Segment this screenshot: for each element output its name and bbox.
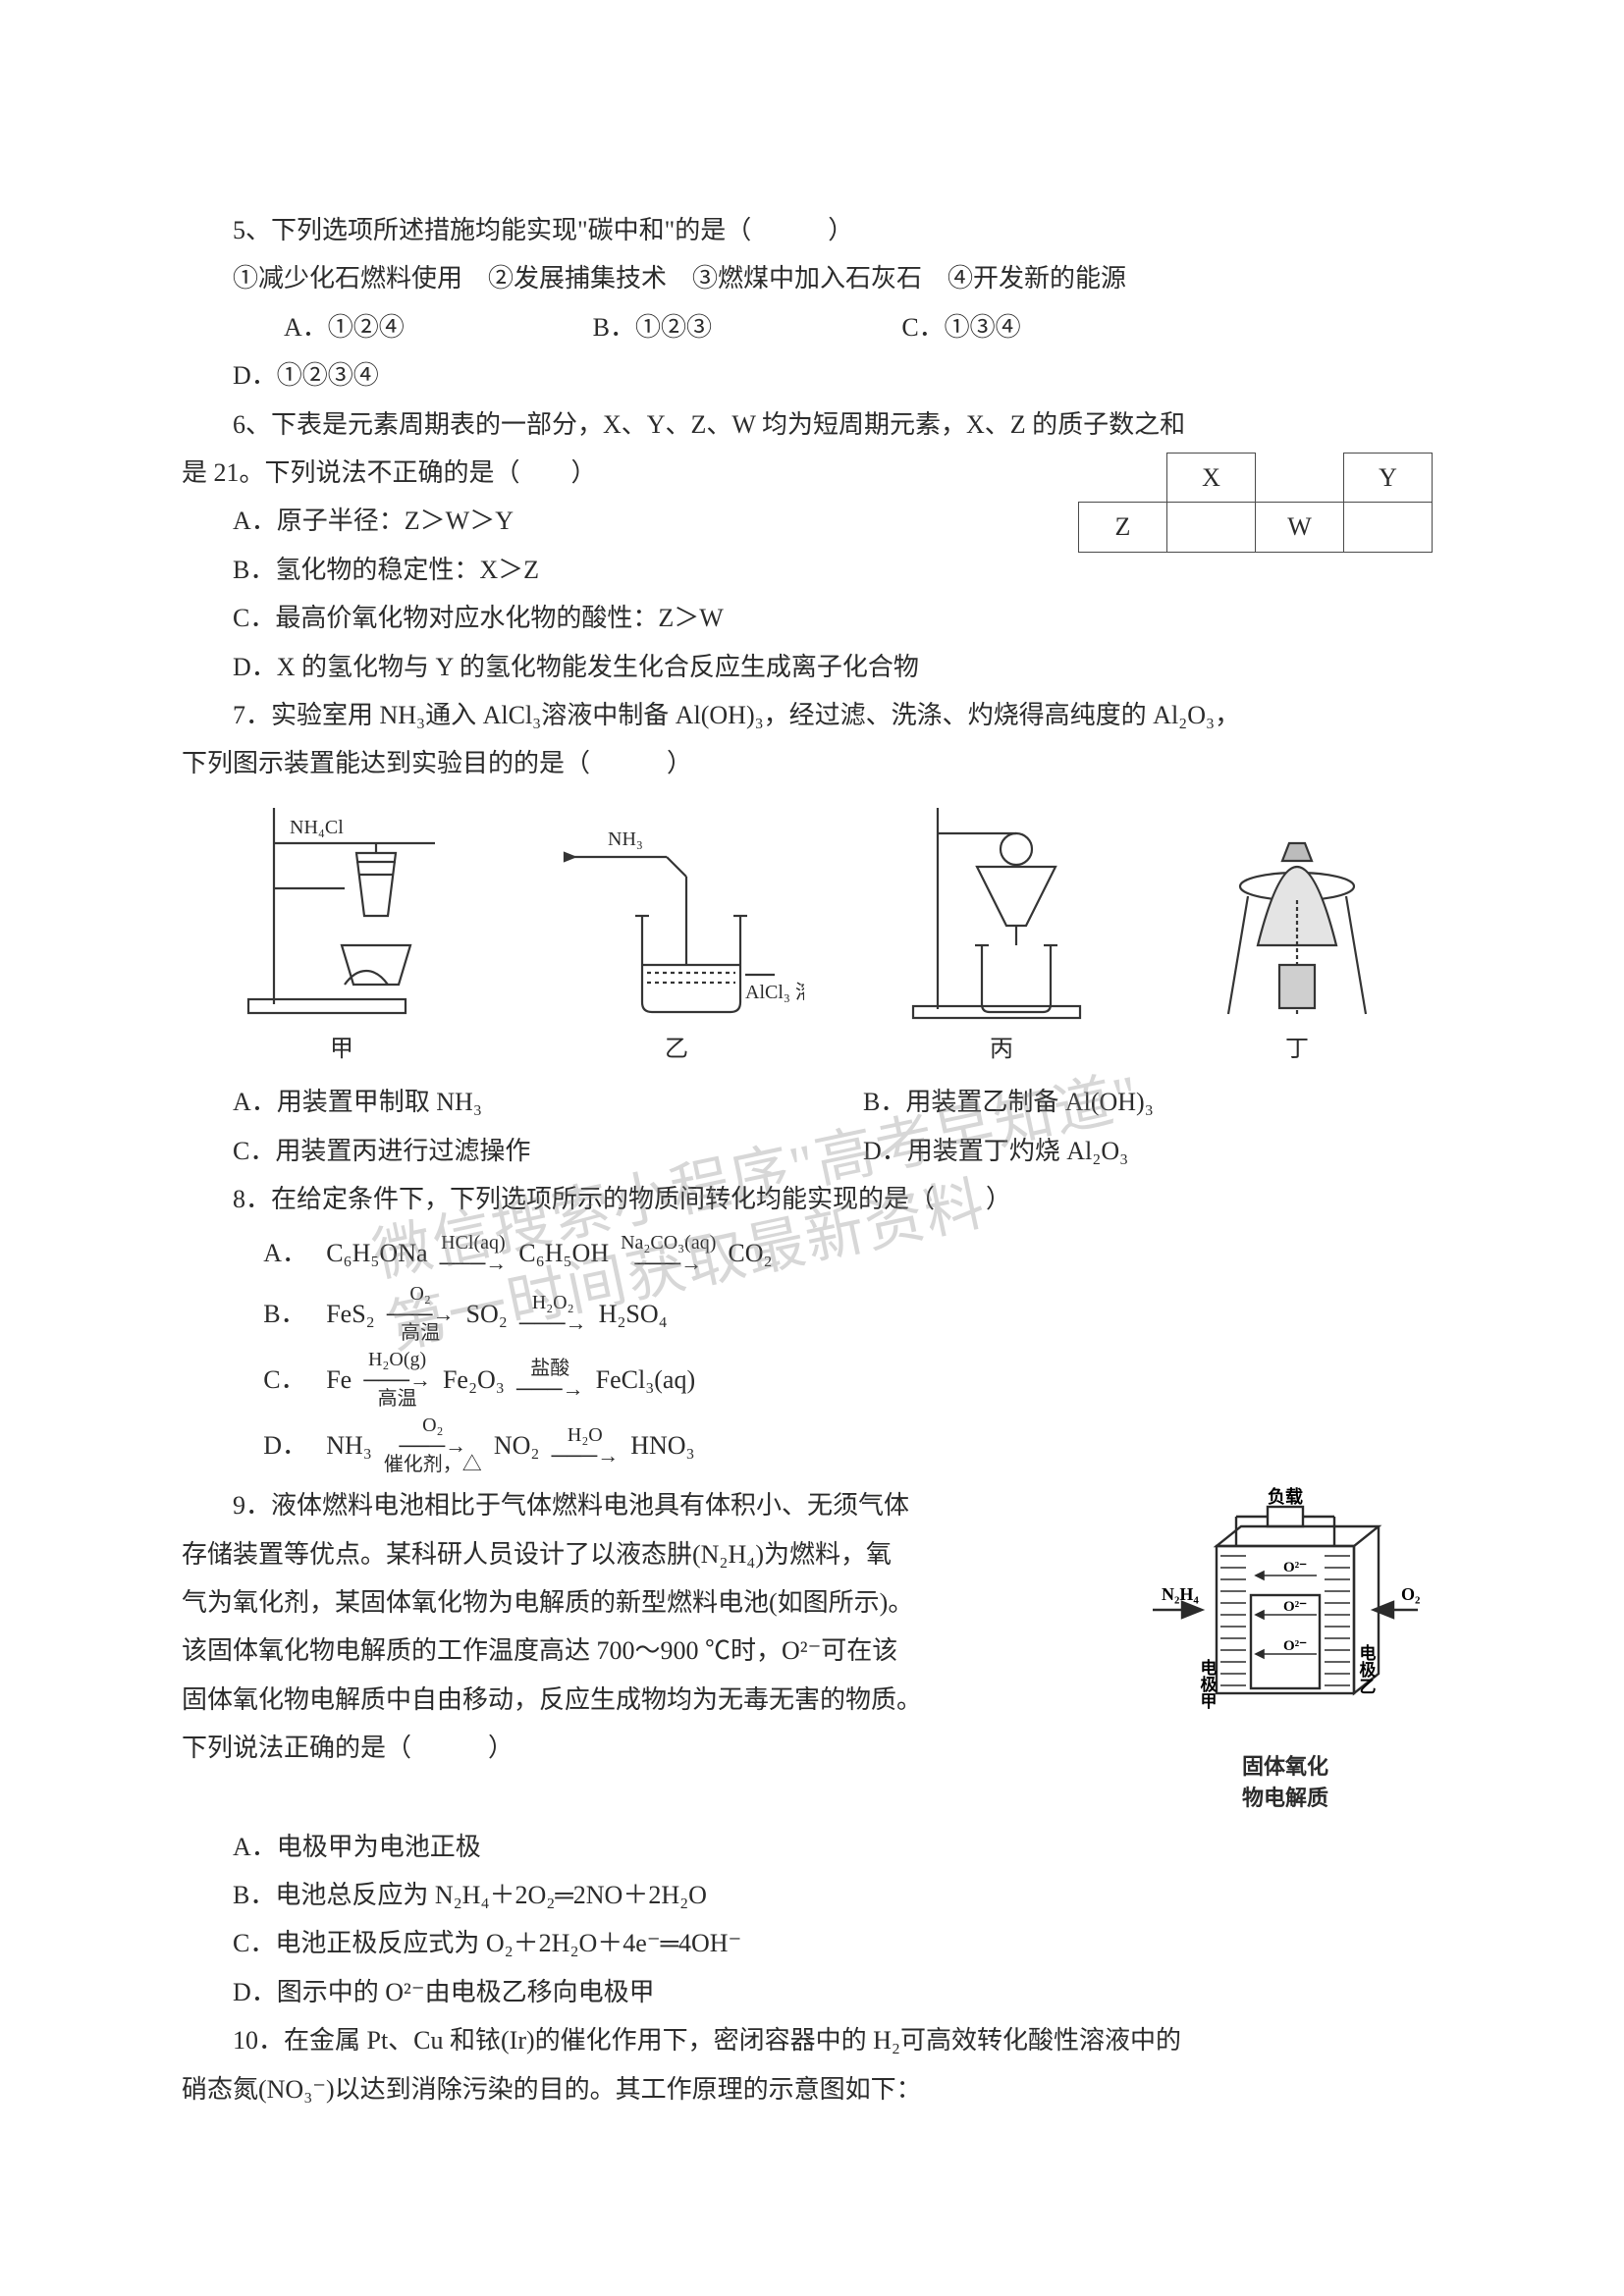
- arrow-icon: H₂O ───→: [551, 1425, 619, 1467]
- arrow-icon: 盐酸 ───→: [516, 1359, 584, 1400]
- apparatus-bing-icon: [898, 798, 1105, 1024]
- q9-opt-d: D．图示中的 O²⁻由电极乙移向电极甲: [182, 1968, 1442, 2016]
- q6-opt-c: C．最高价氧化物对应水化物的酸性：Z＞W: [182, 594, 1442, 642]
- label-alcl3: AlCl₃ 溶: [745, 981, 804, 1003]
- q5-opt-b: B．①②③: [542, 303, 844, 351]
- arrow-icon: H₂O₂ ───→: [519, 1293, 587, 1334]
- apparatus-bing: 丙: [898, 798, 1105, 1073]
- q8-stem: 8．在给定条件下，下列选项所示的物质间转化均能实现的是（ ）: [182, 1175, 1442, 1223]
- label-o2minus: O²⁻: [1283, 1560, 1307, 1575]
- arrow-icon: O₂ ───→ 催化剂，△: [384, 1415, 482, 1475]
- svg-text:O²⁻: O²⁻: [1283, 1599, 1307, 1615]
- q5-options: A．①②④ B．①②③ C．①③④ D．①②③④: [182, 303, 1442, 400]
- q8-c-m1: Fe₂O₃: [443, 1356, 505, 1404]
- q8-b-label: B．: [263, 1290, 314, 1338]
- q5-opt-c: C．①③④: [850, 303, 1153, 351]
- q8-c-s1: Fe: [326, 1356, 352, 1404]
- q7-opt-b: B．用装置乙制备 Al(OH)₃: [812, 1078, 1442, 1126]
- ptable-cell-W: W: [1256, 503, 1344, 552]
- apparatus-label-a: 甲: [330, 1028, 353, 1073]
- q5-sub: ①减少化石燃料使用 ②发展捕集技术 ③燃煤中加入石灰石 ④开发新的能源: [182, 254, 1442, 302]
- q7-opt-a: A．用装置甲制取 NH₃: [182, 1078, 812, 1126]
- q6-block: 6、下表是元素周期表的一部分，X、Y、Z、W 均为短周期元素，X、Z 的质子数之…: [182, 400, 1442, 691]
- q8-d-e: HNO₃: [630, 1421, 694, 1469]
- apparatus-jia: NH₄Cl 甲: [229, 798, 455, 1073]
- label-n2h4: N₂H₄: [1162, 1584, 1199, 1604]
- svg-text:O²⁻: O²⁻: [1283, 1638, 1307, 1654]
- label-nh3: NH₃: [608, 828, 643, 850]
- fuel-cell-caption1: 固体氧化: [1138, 1753, 1433, 1782]
- fuel-cell-icon: 负载 N₂H₄ O₂ 电极甲 电极乙 O²⁻ O²⁻ O²⁻: [1138, 1487, 1433, 1733]
- q8-row-c: C． Fe H₂O(g) ───→ 高温 Fe₂O₃ 盐酸 ───→ FeCl₃…: [263, 1350, 1442, 1410]
- ptable-cell-empty: [1079, 453, 1167, 502]
- ptable-cell-empty: [1256, 453, 1344, 502]
- q6-stem1: 6、下表是元素周期表的一部分，X、Y、Z、W 均为短周期元素，X、Z 的质子数之…: [182, 400, 1442, 449]
- q9-opt-b: B．电池总反应为 N₂H₄＋2O₂═2NO＋2H₂O: [182, 1871, 1442, 1919]
- arrow-icon: Na₂CO₃(aq) ───→: [621, 1233, 716, 1274]
- q6-opt-b: B．氢化物的稳定性：X＞Z: [182, 546, 1442, 594]
- apparatus-label-b: 乙: [665, 1028, 688, 1073]
- q8-b-m1: SO₂: [465, 1290, 507, 1338]
- q8-b-s1: FeS₂: [326, 1290, 375, 1338]
- q5-opt-d: D．①②③④: [182, 351, 484, 400]
- ptable-cell-empty: [1344, 503, 1433, 552]
- arrow-icon: O₂ ───→ 高温: [387, 1284, 455, 1344]
- q8-b-e: H₂SO₄: [599, 1290, 668, 1338]
- q7-stem2: 下列图示装置能达到实验目的的是（ ）: [182, 739, 1442, 787]
- ptable-cell-Z: Z: [1079, 503, 1167, 552]
- apparatus-row: NH₄Cl 甲 NH₃ AlCl₃ 溶 乙: [182, 798, 1442, 1073]
- q5-opt-a: A．①②④: [233, 303, 535, 351]
- apparatus-label-d: 丁: [1285, 1028, 1309, 1073]
- apparatus-ding: 丁: [1199, 818, 1395, 1073]
- arrow-icon: HCl(aq) ───→: [440, 1233, 508, 1274]
- q7-options: A．用装置甲制取 NH₃ B．用装置乙制备 Al(OH)₃ C．用装置丙进行过滤…: [182, 1078, 1442, 1175]
- ptable-cell-empty: [1167, 503, 1256, 552]
- ptable-cell-X: X: [1167, 453, 1256, 502]
- q8-a-label: A．: [263, 1229, 314, 1277]
- label-electrode-b: 电极乙: [1357, 1643, 1377, 1694]
- q8-row-b: B． FeS₂ O₂ ───→ 高温 SO₂ H₂O₂ ───→ H₂SO₄: [263, 1284, 1442, 1344]
- periodic-table-fragment: X Y Z W: [1078, 453, 1433, 553]
- q8-c-label: C．: [263, 1356, 314, 1404]
- q8-a-s1: C₆H₅ONa: [326, 1229, 427, 1277]
- arrow-icon: H₂O(g) ───→ 高温: [363, 1350, 431, 1410]
- label-o2: O₂: [1401, 1584, 1420, 1604]
- q7-opt-c: C．用装置丙进行过滤操作: [182, 1127, 812, 1175]
- apparatus-ding-icon: [1199, 818, 1395, 1024]
- q10-line1: 10．在金属 Pt、Cu 和铱(Ir)的催化作用下，密闭容器中的 H₂可高效转化…: [182, 2016, 1442, 2064]
- q8-c-e: FeCl₃(aq): [596, 1356, 696, 1404]
- q8-d-s1: NH₃: [326, 1421, 372, 1469]
- q8-d-m1: NO₂: [494, 1421, 540, 1469]
- q7-stem1: 7．实验室用 NH₃通入 AlCl₃溶液中制备 Al(OH)₃，经过滤、洗涤、灼…: [182, 691, 1442, 739]
- apparatus-jia-icon: NH₄Cl: [229, 798, 455, 1024]
- q8-row-d: D． NH₃ O₂ ───→ 催化剂，△ NO₂ H₂O ───→ HNO₃: [263, 1415, 1442, 1475]
- q5-stem: 5、下列选项所述措施均能实现"碳中和"的是（ ）: [182, 206, 1442, 254]
- label-load: 负载: [1268, 1487, 1303, 1507]
- q9-opt-a: A．电极甲为电池正极: [182, 1823, 1442, 1871]
- exam-page: 5、下列选项所述措施均能实现"碳中和"的是（ ） ①减少化石燃料使用 ②发展捕集…: [0, 0, 1624, 2251]
- q7-opt-d: D．用装置丁灼烧 Al₂O₃: [812, 1127, 1442, 1175]
- fuel-cell-caption2: 物电解质: [1138, 1785, 1433, 1813]
- label-electrode-a: 电极甲: [1198, 1658, 1218, 1710]
- fuel-cell-figure: 负载 N₂H₄ O₂ 电极甲 电极乙 O²⁻ O²⁻ O²⁻ 固体氧化 物电解质: [1138, 1487, 1433, 1813]
- ptable-cell-Y: Y: [1344, 453, 1433, 502]
- apparatus-label-c: 丙: [990, 1028, 1013, 1073]
- q9-opt-c: C．电池正极反应式为 O₂＋2H₂O＋4e⁻═4OH⁻: [182, 1919, 1442, 1967]
- label-nh4cl: NH₄Cl: [290, 817, 344, 838]
- q8-a-m1: C₆H₅OH: [518, 1229, 609, 1277]
- q6-opt-d: D．X 的氢化物与 Y 的氢化物能发生化合反应生成离子化合物: [182, 643, 1442, 691]
- q8-a-e: CO₂: [728, 1229, 772, 1277]
- q9-block: 负载 N₂H₄ O₂ 电极甲 电极乙 O²⁻ O²⁻ O²⁻ 固体氧化 物电解质…: [182, 1481, 1442, 1823]
- ptable: X Y Z W: [1078, 453, 1433, 553]
- q8-row-a: A． C₆H₅ONa HCl(aq) ───→ C₆H₅OH Na₂CO₃(aq…: [263, 1229, 1442, 1277]
- apparatus-yi-icon: NH₃ AlCl₃ 溶: [549, 818, 804, 1024]
- apparatus-yi: NH₃ AlCl₃ 溶 乙: [549, 818, 804, 1073]
- q8-d-label: D．: [263, 1421, 314, 1469]
- q10-line2: 硝态氮(NO₃⁻)以达到消除污染的目的。其工作原理的示意图如下：: [182, 2065, 1442, 2113]
